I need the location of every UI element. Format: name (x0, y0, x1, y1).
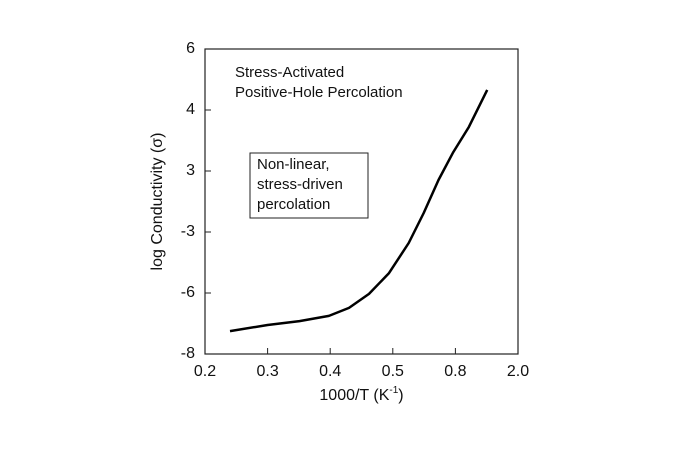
y-tick-label: -3 (181, 223, 195, 240)
x-tick-label: 0.3 (256, 363, 278, 380)
y-tick-label: 3 (186, 162, 195, 179)
y-axis-label: log Conductivity (σ) (149, 133, 166, 271)
annotation-box (249, 152, 369, 219)
y-tick-label: -6 (181, 284, 195, 301)
x-axis-label: 1000/T (K-1) (319, 385, 403, 405)
line-series (229, 89, 489, 333)
x-tick-label: 0.2 (194, 363, 216, 380)
x-label-part: 1000/T (K (319, 387, 389, 404)
x-tick-label: 0.5 (382, 363, 404, 380)
annotation: Stress-Activated (235, 64, 344, 81)
x-label-sup: -1 (389, 385, 398, 396)
annotation: percolation (257, 196, 330, 213)
y-tick-label: 6 (186, 40, 195, 57)
y-tick-label: 4 (186, 101, 195, 118)
x-label-part: ) (398, 387, 403, 404)
x-tick-label: 0.8 (444, 363, 466, 380)
x-tick-label: 0.4 (319, 363, 341, 380)
plot-frame (204, 48, 519, 355)
y-tick-label: -8 (181, 345, 195, 362)
x-tick-label: 2.0 (507, 363, 529, 380)
annotation: stress-driven (257, 176, 343, 193)
annotation: Non-linear, (257, 156, 330, 173)
annotation: Positive-Hole Percolation (235, 84, 403, 101)
